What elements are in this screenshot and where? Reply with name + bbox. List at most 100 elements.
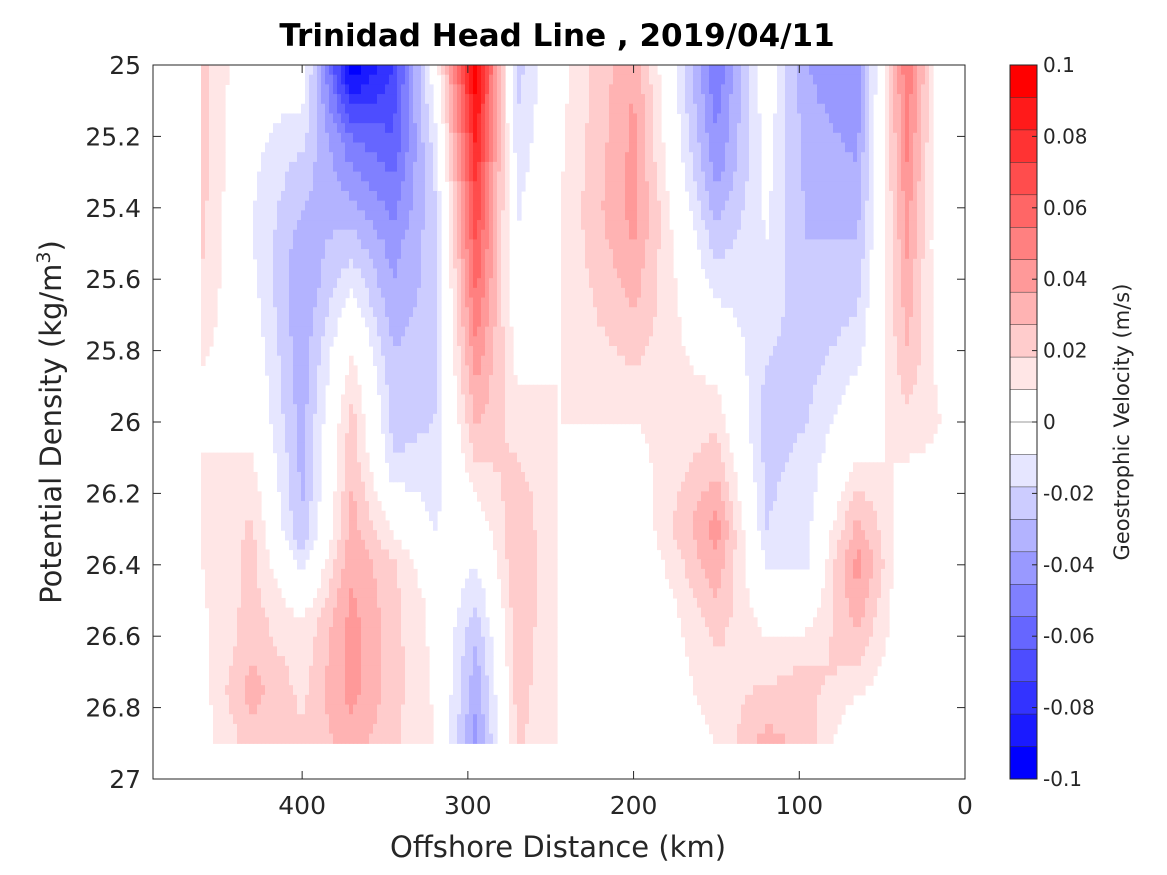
field-cell [521, 568, 526, 580]
field-cell [353, 539, 358, 551]
field-cell [361, 423, 366, 434]
field-cell [293, 346, 298, 357]
field-cell [517, 510, 522, 522]
field-cell [257, 656, 262, 667]
field-cell [581, 384, 586, 396]
field-cell [309, 617, 314, 628]
field-cell [401, 665, 406, 677]
field-cell [361, 307, 366, 318]
field-cell [269, 394, 274, 405]
field-cell [553, 675, 558, 686]
field-cell [245, 607, 250, 618]
field-cell [273, 316, 278, 328]
field-cell [277, 346, 282, 357]
field-cell [273, 278, 278, 289]
field-cell [413, 704, 418, 715]
field-cell [533, 520, 538, 531]
field-cell [297, 365, 302, 376]
field-cell [209, 578, 214, 589]
field-cell [357, 685, 362, 696]
field-cell [413, 733, 418, 744]
field-cell [565, 413, 570, 425]
field-cell [601, 152, 606, 163]
field-cell [493, 142, 498, 153]
field-cell [357, 394, 362, 405]
field-cell [477, 471, 482, 483]
field-cell [329, 704, 334, 715]
field-cell [389, 646, 394, 657]
field-cell [305, 375, 310, 386]
field-cell [405, 404, 410, 415]
field-cell [229, 530, 234, 541]
field-cell [537, 491, 542, 502]
field-cell [373, 588, 378, 599]
field-cell [361, 152, 366, 163]
field-cell [217, 200, 222, 211]
field-cell [401, 636, 406, 647]
field-cell [465, 375, 470, 386]
field-cell [533, 704, 538, 715]
field-cell [213, 229, 218, 241]
field-cell [477, 113, 482, 124]
field-cell [553, 433, 558, 444]
field-cell [409, 181, 414, 192]
field-cell [485, 646, 490, 657]
field-cell [257, 694, 262, 706]
field-cell [409, 355, 414, 366]
field-cell [277, 181, 282, 192]
field-cell [293, 442, 298, 454]
field-cell [493, 384, 498, 396]
field-cell [377, 220, 382, 231]
field-cell [373, 336, 378, 347]
field-cell [457, 142, 462, 153]
field-cell [517, 607, 522, 618]
field-cell [589, 365, 594, 376]
field-cell [493, 462, 498, 473]
field-cell [457, 287, 462, 299]
field-cell [205, 65, 210, 76]
field-cell [205, 200, 210, 211]
field-cell [357, 113, 362, 124]
field-cell [597, 200, 602, 211]
field-cell [413, 394, 418, 405]
field-cell [369, 123, 374, 134]
field-cell [253, 636, 258, 647]
field-cell [365, 307, 370, 318]
field-cell [401, 568, 406, 580]
field-cell [545, 597, 550, 609]
field-cell [213, 258, 218, 270]
field-cell [433, 258, 438, 270]
field-cell [473, 442, 478, 454]
field-cell [413, 132, 418, 144]
field-cell [553, 656, 558, 667]
field-cell [477, 152, 482, 163]
field-cell [509, 539, 514, 551]
field-cell [245, 510, 250, 522]
field-cell [473, 190, 478, 202]
field-cell [389, 568, 394, 580]
field-cell [321, 152, 326, 163]
field-cell [365, 84, 370, 95]
field-cell [529, 491, 534, 502]
field-cell [225, 627, 230, 638]
field-cell [601, 394, 606, 405]
field-cell [213, 665, 218, 677]
field-cell [549, 636, 554, 647]
field-cell [489, 491, 494, 502]
field-cell [609, 74, 614, 85]
field-cell [357, 656, 362, 667]
field-cell [357, 132, 362, 144]
field-cell [573, 336, 578, 347]
field-cell [209, 568, 214, 580]
field-cell [205, 94, 210, 105]
field-cell [461, 103, 466, 115]
field-cell [457, 190, 462, 202]
field-cell [313, 229, 318, 241]
field-cell [249, 588, 254, 599]
field-cell [341, 501, 346, 512]
field-cell [385, 723, 390, 735]
field-cell [321, 607, 326, 618]
field-cell [485, 404, 490, 415]
field-cell [313, 530, 318, 541]
field-cell [329, 132, 334, 144]
